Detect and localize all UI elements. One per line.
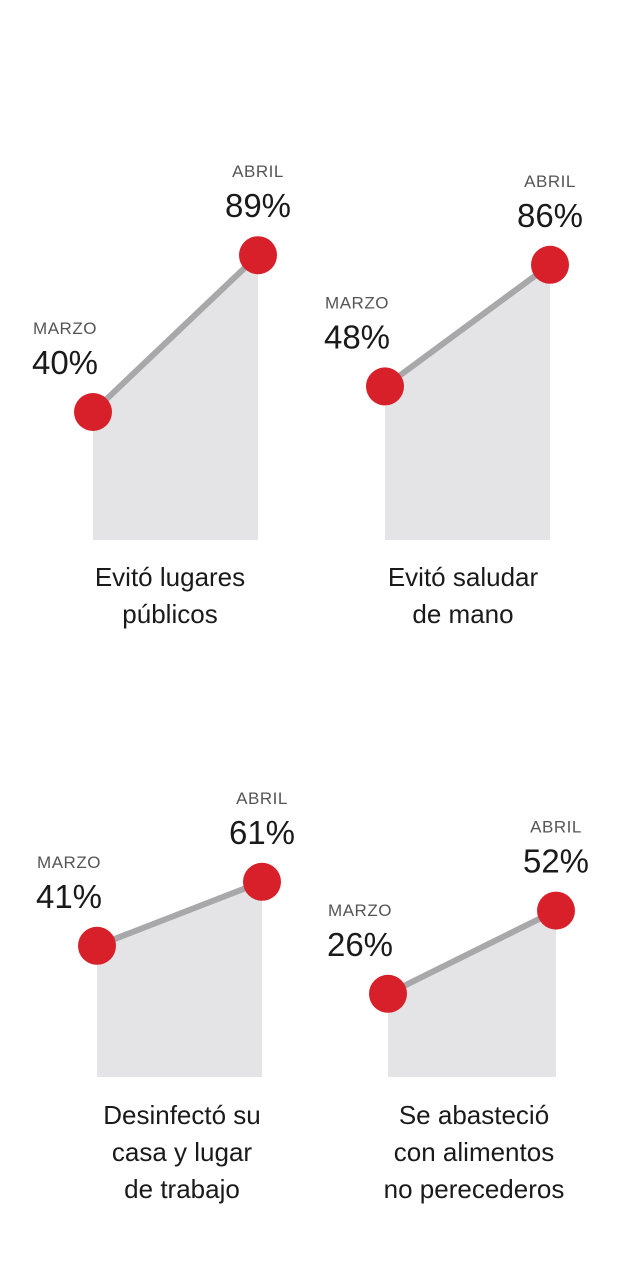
marker-marzo: [74, 393, 112, 431]
value-label: 86%: [517, 197, 583, 234]
value-label: 89%: [225, 187, 291, 224]
series-line: [94, 878, 265, 949]
month-label: ABRIL: [530, 818, 582, 837]
month-label: ABRIL: [524, 172, 576, 191]
value-label: 41%: [36, 878, 102, 915]
value-label: 61%: [229, 814, 295, 851]
marker-abril: [243, 862, 281, 901]
month-label: MARZO: [328, 901, 392, 920]
month-label: ABRIL: [232, 162, 284, 181]
value-label: 52%: [523, 843, 589, 880]
marker-abril: [239, 236, 277, 275]
month-label: MARZO: [325, 293, 389, 312]
area-fill: [388, 910, 556, 1077]
marker-abril: [531, 245, 569, 284]
caption-line: casa y lugar: [112, 1137, 253, 1167]
series-line: [90, 252, 261, 415]
value-label: 26%: [327, 926, 393, 963]
caption-line: Evitó lugares: [95, 562, 245, 592]
series-line: [382, 261, 553, 390]
caption-line: no perecederos: [384, 1174, 565, 1204]
marker-marzo: [369, 974, 407, 1013]
caption-line: Evitó saludar: [388, 562, 539, 592]
caption-line: de mano: [412, 599, 513, 629]
month-label: ABRIL: [236, 789, 288, 808]
value-label: 40%: [32, 344, 98, 381]
marker-marzo: [366, 367, 404, 406]
caption-line: con alimentos: [394, 1137, 554, 1167]
area-fill: [385, 264, 550, 540]
caption-line: Se abasteció: [399, 1100, 549, 1130]
caption-line: Desinfectó su: [103, 1100, 261, 1130]
value-label: 48%: [324, 318, 390, 355]
month-label: MARZO: [33, 319, 97, 338]
caption-line: públicos: [122, 599, 217, 629]
marker-marzo: [78, 926, 116, 965]
series-line: [385, 907, 559, 997]
marker-abril: [537, 891, 575, 930]
caption-line: de trabajo: [124, 1174, 240, 1204]
month-label: MARZO: [37, 853, 101, 872]
area-fill: [93, 255, 258, 540]
